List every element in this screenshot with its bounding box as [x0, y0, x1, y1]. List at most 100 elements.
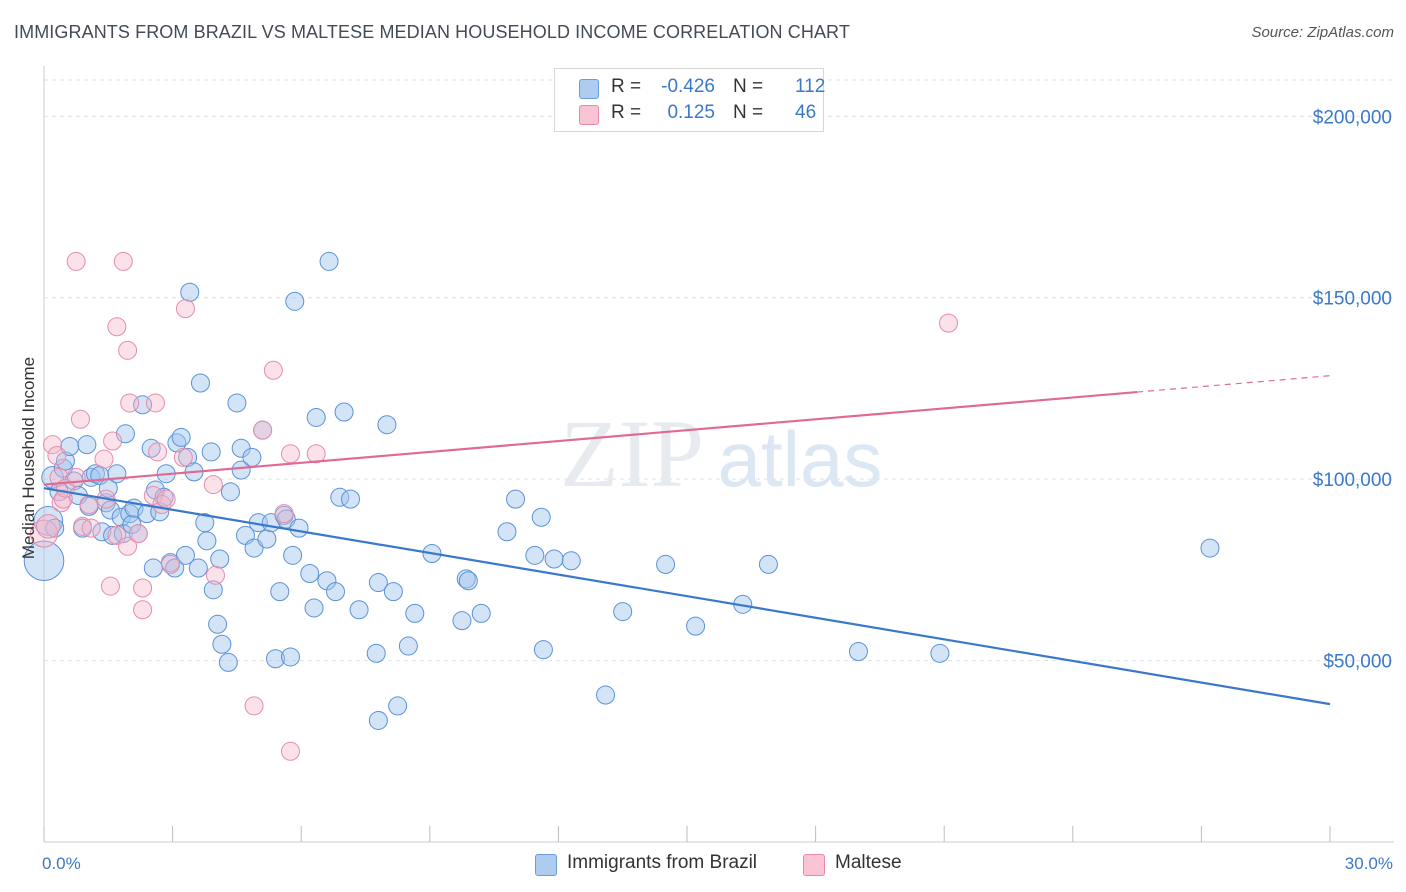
brazil-point [180, 282, 200, 302]
brazil-point [405, 603, 425, 623]
brazil-point [349, 600, 369, 620]
maltese-point [175, 299, 195, 319]
watermark-zip: ZIP [560, 400, 704, 507]
maltese-point [274, 504, 294, 524]
brazil-point [686, 616, 706, 636]
maltese-point [306, 444, 326, 464]
brazil-point [285, 291, 305, 311]
brazil-point [242, 447, 262, 467]
brazil-point [60, 436, 80, 456]
legend-n-label: N = [733, 76, 764, 97]
legend-r-value: -0.426 [661, 76, 715, 97]
brazil-point [458, 571, 478, 591]
brazil-point [141, 438, 161, 458]
maltese-point [43, 435, 63, 455]
brazil-point [304, 598, 324, 618]
series-swatch-brazil [535, 854, 557, 876]
maltese-point [938, 313, 958, 333]
maltese-point [70, 409, 90, 429]
brazil-point [197, 531, 217, 551]
brazil-point [377, 415, 397, 435]
maltese-point [66, 251, 86, 271]
brazil-point [848, 642, 868, 661]
brazil-point [533, 640, 553, 660]
maltese-point [36, 514, 61, 539]
brazil-point [368, 710, 388, 730]
points [23, 251, 1220, 761]
brazil-point [368, 573, 388, 593]
brazil-point [471, 603, 491, 623]
maltese-point [100, 576, 120, 596]
brazil-point [100, 500, 120, 520]
legend-r-value: 0.125 [667, 102, 715, 123]
series-swatch-maltese [803, 854, 825, 876]
brazil-point [280, 647, 300, 667]
maltese-point [120, 393, 140, 413]
brazil-point [452, 611, 472, 631]
tick-labels: $50,000 $100,000 $150,000 $200,000 0.0% 30.0% [42, 107, 1393, 873]
maltese-point [128, 524, 148, 544]
maltese-point [66, 467, 86, 487]
brazil-point [231, 460, 251, 480]
maltese-point [280, 741, 300, 761]
y-tick-label: $100,000 [1313, 470, 1392, 491]
maltese-point [148, 442, 168, 462]
watermark-atlas: atlas [718, 415, 883, 503]
axes [43, 66, 1394, 843]
x-tick-label: 0.0% [42, 854, 81, 873]
maltese-point [253, 420, 273, 440]
brazil-point [497, 522, 517, 542]
brazil-point [289, 518, 309, 538]
maltese-point [263, 360, 283, 380]
maltese-point [203, 475, 223, 495]
brazil-point [171, 427, 191, 447]
brazil-point [77, 435, 97, 455]
legend-r-label: R = [611, 102, 642, 123]
maltese-trend-line [43, 390, 1138, 486]
brazil-point [1200, 538, 1220, 558]
maltese-point [156, 489, 176, 509]
brazil-point [208, 614, 228, 634]
y-axis-label: Median Household Income [19, 357, 38, 559]
maltese-point [244, 696, 264, 716]
brazil-point [218, 652, 238, 672]
maltese-point [133, 578, 153, 598]
brazil-point [525, 545, 545, 565]
brazil-point [92, 522, 112, 542]
legend-n-label: N = [733, 102, 764, 123]
brazil-point [203, 580, 223, 600]
brazil-point [143, 558, 163, 578]
brazil-point [561, 551, 581, 571]
brazil-point [265, 649, 285, 669]
brazil-point [270, 582, 290, 602]
brazil-point [244, 538, 264, 558]
maltese-point [94, 449, 114, 469]
source-credit: Source: ZipAtlas.com [1251, 24, 1394, 41]
trend-lines [43, 375, 1331, 706]
maltese-point [160, 554, 180, 574]
legend-n-value: 46 [795, 102, 817, 123]
maltese-point [118, 536, 138, 556]
maltese-point [107, 317, 127, 337]
brazil-point [340, 489, 360, 509]
maltese-point [118, 340, 138, 360]
brazil-point [930, 643, 950, 663]
brazil-point [319, 251, 339, 271]
brazil-point [220, 482, 240, 502]
legend-r-label: R = [611, 76, 642, 97]
maltese-point [51, 493, 71, 513]
brazil-point [325, 582, 345, 602]
x-tick-label: 30.0% [1345, 854, 1393, 873]
chart-title: IMMIGRANTS FROM BRAZIL VS MALTESE MEDIAN… [14, 22, 850, 42]
y-tick-label: $50,000 [1323, 652, 1392, 673]
maltese-point [79, 495, 99, 515]
brazil-point [613, 602, 633, 622]
gridlines [44, 79, 1394, 662]
brazil-point [596, 685, 616, 705]
y-tick-label: $150,000 [1313, 289, 1392, 310]
maltese-point [113, 251, 133, 271]
brazil-point [544, 549, 564, 569]
maltese-point [280, 444, 300, 464]
brazil-point [178, 447, 198, 467]
